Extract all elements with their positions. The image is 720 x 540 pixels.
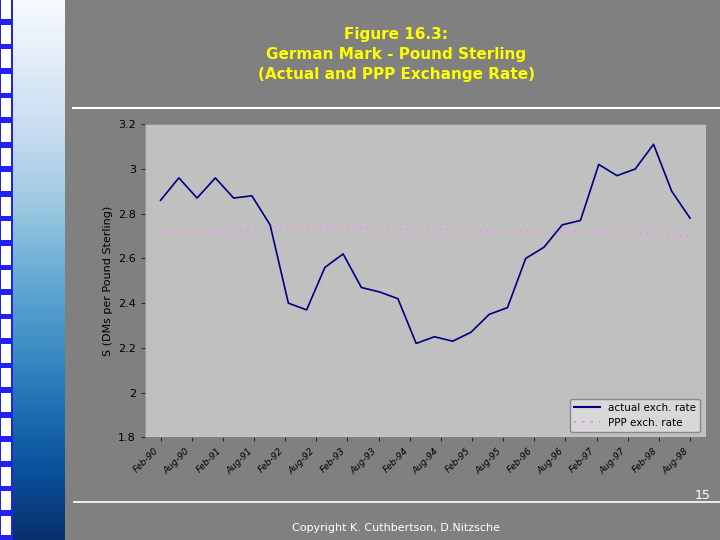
FancyBboxPatch shape xyxy=(1,319,11,338)
actual exch. rate xyxy=(558,221,567,228)
PPP exch. rate xyxy=(685,233,694,239)
PPP exch. rate xyxy=(521,228,530,235)
FancyBboxPatch shape xyxy=(1,221,11,240)
actual exch. rate xyxy=(229,195,238,201)
PPP exch. rate xyxy=(375,226,384,233)
PPP exch. rate xyxy=(302,224,311,231)
actual exch. rate xyxy=(266,221,274,228)
actual exch. rate xyxy=(284,300,293,306)
FancyBboxPatch shape xyxy=(1,270,11,289)
actual exch. rate xyxy=(156,197,165,204)
PPP exch. rate xyxy=(284,224,293,231)
FancyBboxPatch shape xyxy=(1,147,11,166)
PPP exch. rate xyxy=(558,228,567,235)
PPP exch. rate xyxy=(595,228,603,235)
PPP exch. rate xyxy=(613,231,621,237)
actual exch. rate xyxy=(595,161,603,168)
Y-axis label: S (DMs per Pound Sterling): S (DMs per Pound Sterling) xyxy=(102,206,112,356)
PPP exch. rate xyxy=(449,226,457,233)
PPP exch. rate xyxy=(266,224,274,231)
actual exch. rate xyxy=(540,244,549,251)
FancyBboxPatch shape xyxy=(1,368,11,387)
actual exch. rate xyxy=(685,215,694,221)
actual exch. rate xyxy=(357,284,366,291)
actual exch. rate xyxy=(193,195,202,201)
PPP exch. rate xyxy=(320,224,329,231)
FancyBboxPatch shape xyxy=(1,442,11,461)
PPP exch. rate xyxy=(540,228,549,235)
actual exch. rate xyxy=(521,255,530,262)
PPP exch. rate xyxy=(667,233,676,239)
FancyBboxPatch shape xyxy=(1,49,11,68)
FancyBboxPatch shape xyxy=(1,516,11,535)
PPP exch. rate xyxy=(631,231,639,237)
actual exch. rate xyxy=(375,289,384,295)
actual exch. rate xyxy=(394,295,402,302)
Text: 15: 15 xyxy=(694,489,711,502)
actual exch. rate xyxy=(412,340,420,347)
actual exch. rate xyxy=(649,141,658,147)
actual exch. rate xyxy=(485,311,493,318)
PPP exch. rate xyxy=(503,228,512,235)
Line: actual exch. rate: actual exch. rate xyxy=(161,144,690,343)
actual exch. rate xyxy=(430,334,438,340)
PPP exch. rate xyxy=(412,226,420,233)
Legend: actual exch. rate, PPP exch. rate: actual exch. rate, PPP exch. rate xyxy=(570,399,701,432)
FancyBboxPatch shape xyxy=(1,25,11,44)
PPP exch. rate xyxy=(394,226,402,233)
FancyBboxPatch shape xyxy=(1,74,11,93)
FancyBboxPatch shape xyxy=(1,295,11,314)
PPP exch. rate xyxy=(485,228,493,235)
PPP exch. rate xyxy=(211,228,220,235)
actual exch. rate xyxy=(631,166,639,172)
actual exch. rate xyxy=(576,217,585,224)
PPP exch. rate xyxy=(576,228,585,235)
actual exch. rate xyxy=(339,251,348,257)
actual exch. rate xyxy=(449,338,457,345)
actual exch. rate xyxy=(302,307,311,313)
FancyBboxPatch shape xyxy=(1,491,11,510)
FancyBboxPatch shape xyxy=(1,0,11,19)
actual exch. rate xyxy=(503,305,512,311)
actual exch. rate xyxy=(174,174,183,181)
PPP exch. rate xyxy=(430,226,438,233)
FancyBboxPatch shape xyxy=(1,98,11,117)
FancyBboxPatch shape xyxy=(1,172,11,191)
PPP exch. rate xyxy=(229,228,238,235)
actual exch. rate xyxy=(248,193,256,199)
actual exch. rate xyxy=(211,174,220,181)
FancyBboxPatch shape xyxy=(1,344,11,363)
PPP exch. rate xyxy=(193,228,202,235)
PPP exch. rate xyxy=(357,224,366,231)
FancyBboxPatch shape xyxy=(1,246,11,265)
actual exch. rate xyxy=(467,329,475,335)
FancyBboxPatch shape xyxy=(1,417,11,436)
PPP exch. rate xyxy=(467,228,475,235)
PPP exch. rate xyxy=(248,226,256,233)
PPP exch. rate xyxy=(156,228,165,235)
FancyBboxPatch shape xyxy=(1,467,11,485)
PPP exch. rate xyxy=(174,228,183,235)
Text: Copyright K. Cuthbertson, D.Nitzsche: Copyright K. Cuthbertson, D.Nitzsche xyxy=(292,523,500,533)
Text: Figure 16.3:
German Mark - Pound Sterling
(Actual and PPP Exchange Rate): Figure 16.3: German Mark - Pound Sterlin… xyxy=(258,27,535,82)
FancyBboxPatch shape xyxy=(1,123,11,142)
FancyBboxPatch shape xyxy=(1,197,11,215)
actual exch. rate xyxy=(667,188,676,194)
PPP exch. rate xyxy=(339,224,348,231)
Line: PPP exch. rate: PPP exch. rate xyxy=(161,227,690,236)
actual exch. rate xyxy=(320,264,329,271)
actual exch. rate xyxy=(613,172,621,179)
FancyBboxPatch shape xyxy=(1,393,11,412)
PPP exch. rate xyxy=(649,231,658,237)
